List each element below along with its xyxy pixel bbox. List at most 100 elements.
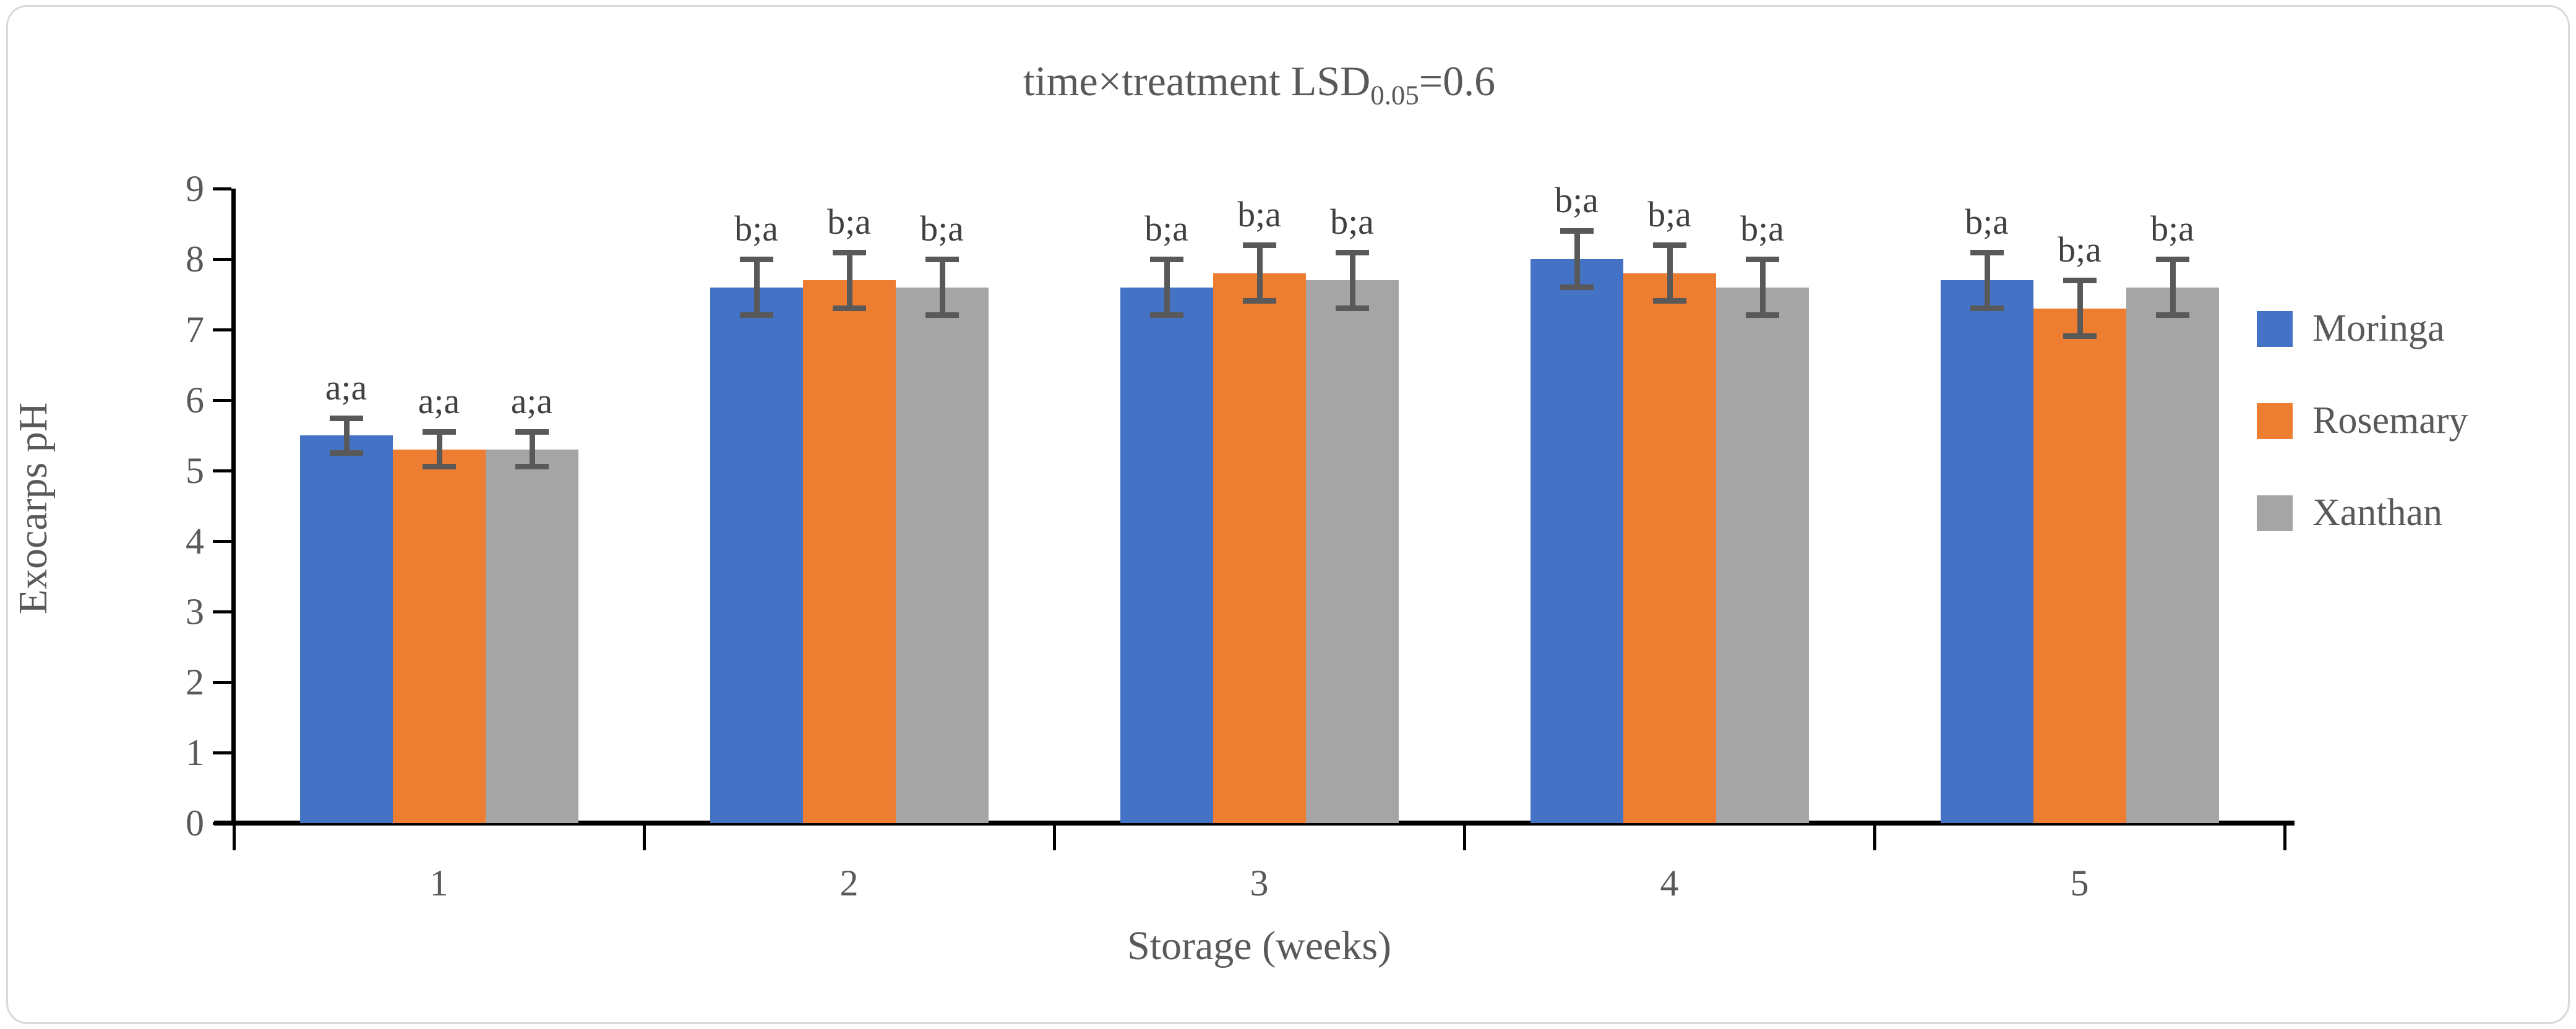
legend-item-xanthan: Xanthan bbox=[2257, 491, 2468, 535]
bar-xanthan-week5 bbox=[2126, 287, 2219, 823]
bar-label: b;a bbox=[2058, 229, 2102, 270]
error-bar bbox=[343, 417, 350, 453]
error-bar-top-cap bbox=[515, 429, 549, 435]
x-tick bbox=[643, 823, 646, 850]
y-tick-label: 8 bbox=[186, 239, 204, 280]
bar-label: b;a bbox=[734, 208, 778, 249]
x-tick bbox=[2283, 823, 2286, 850]
error-bar bbox=[529, 432, 535, 468]
legend: Moringa Rosemary Xanthan bbox=[2257, 307, 2468, 535]
error-bar-bottom-cap bbox=[1560, 284, 1594, 290]
error-bar bbox=[1984, 252, 1990, 309]
bar-label: b;a bbox=[1330, 201, 1374, 242]
x-tick bbox=[233, 823, 236, 850]
bar-label: b;a bbox=[920, 208, 964, 249]
error-bar-top-cap bbox=[1335, 249, 1369, 255]
error-bar bbox=[846, 252, 852, 309]
bar-moringa-week1 bbox=[299, 435, 393, 823]
error-bar bbox=[753, 259, 760, 316]
error-bar-bottom-cap bbox=[422, 464, 456, 470]
y-tick-label: 3 bbox=[186, 591, 204, 632]
error-bar bbox=[1574, 231, 1580, 288]
x-tick-label: 4 bbox=[1660, 863, 1679, 903]
x-tick-label: 5 bbox=[2070, 863, 2089, 903]
y-tick-label: 7 bbox=[186, 309, 204, 350]
error-bar-bottom-cap bbox=[739, 312, 773, 318]
bar-xanthan-week1 bbox=[485, 449, 578, 823]
bar-label: b;a bbox=[1740, 208, 1784, 249]
y-tick bbox=[213, 822, 231, 825]
y-tick bbox=[213, 681, 231, 684]
y-tick-label: 0 bbox=[186, 803, 204, 843]
bar-label: b;a bbox=[1965, 201, 2009, 242]
error-bar-top-cap bbox=[1149, 257, 1183, 262]
error-bar-bottom-cap bbox=[832, 305, 866, 311]
y-tick bbox=[213, 187, 231, 190]
bar-label: b;a bbox=[2150, 208, 2194, 249]
bar-moringa-week3 bbox=[1120, 287, 1213, 823]
bar-label: b;a bbox=[1555, 180, 1599, 221]
error-bar-bottom-cap bbox=[2063, 333, 2097, 339]
error-bar-top-cap bbox=[422, 429, 456, 435]
y-tick bbox=[213, 751, 231, 754]
error-bar-bottom-cap bbox=[925, 312, 959, 318]
legend-item-rosemary: Rosemary bbox=[2257, 399, 2468, 443]
error-bar-top-cap bbox=[1560, 228, 1594, 234]
bar-moringa-week4 bbox=[1530, 259, 1623, 823]
bar-xanthan-week3 bbox=[1305, 280, 1399, 823]
bar-label: b;a bbox=[1647, 194, 1691, 235]
y-tick bbox=[213, 540, 231, 543]
y-tick-label: 1 bbox=[186, 732, 204, 773]
bar-label: b;a bbox=[1237, 194, 1281, 235]
x-axis-line bbox=[214, 821, 2295, 826]
error-bar bbox=[2170, 259, 2176, 316]
x-tick-label: 3 bbox=[1250, 863, 1269, 903]
error-bar-top-cap bbox=[1745, 257, 1779, 262]
error-bar-bottom-cap bbox=[515, 464, 549, 470]
error-bar-bottom-cap bbox=[1652, 298, 1686, 304]
bar-xanthan-week2 bbox=[895, 287, 989, 823]
error-bar-top-cap bbox=[832, 249, 866, 255]
legend-label: Xanthan bbox=[2312, 492, 2443, 534]
y-axis-line bbox=[231, 189, 236, 823]
error-bar-top-cap bbox=[925, 257, 959, 262]
error-bar-top-cap bbox=[2063, 278, 2097, 284]
error-bar bbox=[1667, 245, 1673, 302]
legend-swatch-rosemary bbox=[2257, 403, 2293, 439]
x-tick bbox=[1463, 823, 1466, 850]
error-bar bbox=[2077, 280, 2083, 337]
error-bar-top-cap bbox=[739, 257, 773, 262]
error-bar-top-cap bbox=[329, 415, 363, 421]
y-tick-label: 6 bbox=[186, 380, 204, 421]
bar-label: b;a bbox=[827, 201, 871, 242]
chart-title-prefix: time×treatment LSD bbox=[1023, 58, 1371, 105]
x-axis-title: Storage (weeks) bbox=[1127, 923, 1391, 968]
error-bar-bottom-cap bbox=[1242, 298, 1276, 304]
error-bar-bottom-cap bbox=[1149, 312, 1183, 318]
y-tick bbox=[213, 399, 231, 402]
legend-label: Moringa bbox=[2312, 307, 2445, 349]
y-tick bbox=[213, 610, 231, 613]
error-bar-bottom-cap bbox=[1745, 312, 1779, 318]
bar-label: a;a bbox=[325, 367, 367, 408]
x-tick-label: 1 bbox=[429, 863, 449, 903]
error-bar bbox=[436, 432, 442, 468]
y-tick-label: 2 bbox=[186, 662, 204, 702]
error-bar-bottom-cap bbox=[2155, 312, 2189, 318]
bar-rosemary-week5 bbox=[2033, 308, 2126, 823]
y-tick-label: 9 bbox=[186, 168, 204, 209]
error-bar bbox=[1349, 252, 1355, 309]
bar-rosemary-week4 bbox=[1623, 273, 1716, 823]
chart-title-suffix: =0.6 bbox=[1419, 58, 1496, 105]
bar-label: b;a bbox=[1144, 208, 1188, 249]
chart-title: time×treatment LSD0.05=0.6 bbox=[234, 57, 2285, 111]
error-bar-top-cap bbox=[1970, 249, 2004, 255]
legend-swatch-moringa bbox=[2257, 310, 2293, 347]
x-tick bbox=[1873, 823, 1876, 850]
error-bar bbox=[1759, 259, 1766, 316]
error-bar-bottom-cap bbox=[1335, 305, 1369, 311]
error-bar bbox=[1164, 259, 1170, 316]
legend-swatch-xanthan bbox=[2257, 495, 2293, 531]
error-bar bbox=[939, 259, 945, 316]
bar-label: a;a bbox=[510, 381, 553, 422]
